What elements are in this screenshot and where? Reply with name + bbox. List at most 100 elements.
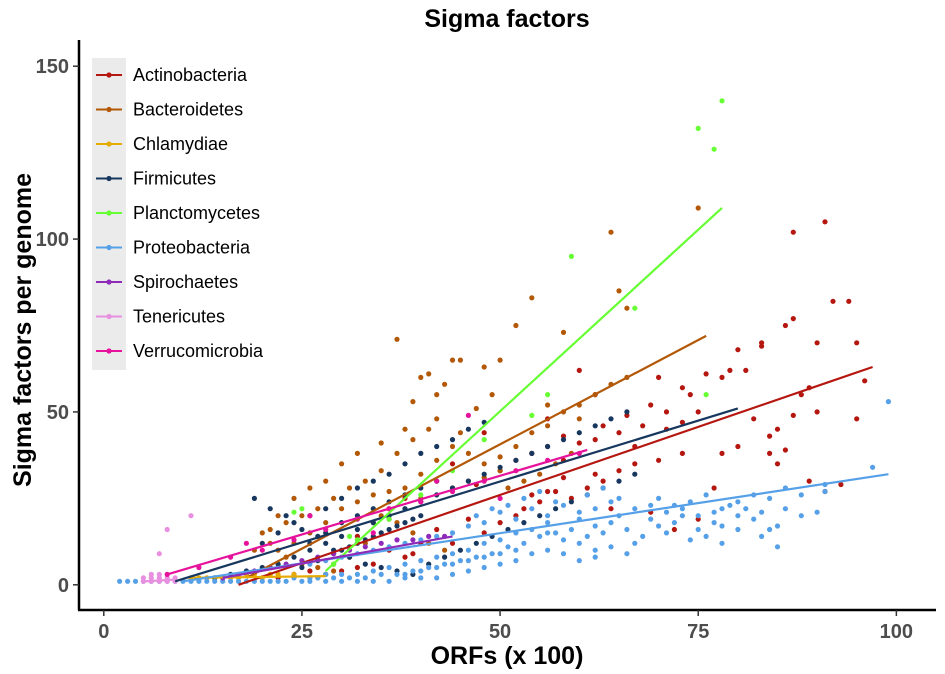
actinobacteria-point <box>719 450 725 456</box>
proteobacteria-point <box>473 513 479 519</box>
bacteroidetes-point <box>449 357 456 363</box>
proteobacteria-legend-point <box>106 244 112 251</box>
bacteroidetes-point <box>545 423 551 429</box>
proteobacteria-point <box>275 578 281 584</box>
proteobacteria-point <box>568 526 575 533</box>
y-ticks: 0 50 100 150 <box>36 56 79 597</box>
actinobacteria-point <box>545 488 551 495</box>
proteobacteria-point <box>687 537 693 543</box>
firmicutes-point <box>449 437 456 443</box>
proteobacteria-point <box>299 578 305 584</box>
bacteroidetes-legend-label: Bacteroidetes <box>133 100 243 120</box>
verrucomicrobia-point <box>434 478 440 484</box>
bacteroidetes-point <box>560 329 567 335</box>
proteobacteria-point <box>870 464 876 470</box>
bacteroidetes-point <box>529 430 535 436</box>
bacteroidetes-point <box>410 530 416 536</box>
firmicutes-point <box>291 554 297 560</box>
proteobacteria-point <box>608 499 614 505</box>
proteobacteria-point <box>648 516 654 522</box>
bacteroidetes-point <box>299 513 305 519</box>
proteobacteria-point <box>132 578 139 584</box>
actinobacteria-point <box>830 298 836 304</box>
actinobacteria-fit-line <box>238 365 873 586</box>
bacteroidetes-point <box>410 399 416 405</box>
firmicutes-point <box>465 426 471 432</box>
proteobacteria-point <box>671 520 678 526</box>
proteobacteria-point <box>323 578 329 584</box>
firmicutes-point <box>402 461 408 467</box>
bacteroidetes-point <box>410 437 416 443</box>
verrucomicrobia-point <box>307 513 313 519</box>
bacteroidetes-point <box>473 405 479 412</box>
verrucomicrobia-legend-label: Verrucomicrobia <box>133 341 264 361</box>
actinobacteria-point <box>790 412 796 418</box>
bacteroidetes-point <box>283 520 289 526</box>
y-tick-label: 150 <box>36 56 69 78</box>
proteobacteria-point <box>212 578 218 584</box>
actinobacteria-point <box>632 461 638 467</box>
firmicutes-legend-point <box>106 175 112 182</box>
bacteroidetes-point <box>426 371 432 377</box>
proteobacteria-point <box>481 564 487 571</box>
firmicutes-point <box>386 471 392 477</box>
proteobacteria-point <box>592 547 598 553</box>
proteobacteria-point <box>695 526 701 533</box>
firmicutes-point <box>267 506 273 512</box>
proteobacteria-point <box>545 513 551 519</box>
proteobacteria-point <box>497 561 503 567</box>
firmicutes-point <box>354 485 360 491</box>
actinobacteria-point <box>767 433 773 439</box>
proteobacteria-point <box>735 513 741 519</box>
proteobacteria-point <box>449 551 456 557</box>
firmicutes-point <box>354 526 360 533</box>
spirochaetes-legend-point <box>106 279 112 285</box>
firmicutes-point <box>283 513 289 519</box>
proteobacteria-point <box>267 578 273 584</box>
proteobacteria-point <box>545 520 551 526</box>
proteobacteria-point <box>735 499 741 505</box>
proteobacteria-point <box>774 544 781 550</box>
proteobacteria-point <box>434 564 440 571</box>
verrucomicrobia-point <box>465 412 471 418</box>
proteobacteria-point <box>632 540 638 546</box>
actinobacteria-point <box>782 447 789 453</box>
proteobacteria-point <box>418 568 424 574</box>
tenericutes-legend-point <box>106 313 112 320</box>
y-tick-label: 50 <box>47 402 69 424</box>
firmicutes-point <box>370 478 376 484</box>
proteobacteria-point <box>584 533 590 540</box>
proteobacteria-point <box>648 502 654 508</box>
proteobacteria-point <box>481 540 487 546</box>
proteobacteria-point <box>394 571 400 578</box>
bacteroidetes-point <box>449 443 456 450</box>
proteobacteria-point <box>576 509 582 515</box>
verrucomicrobia-point <box>259 547 265 553</box>
proteobacteria-point <box>608 520 614 526</box>
bacteroidetes-point <box>481 461 487 467</box>
verrucomicrobia-point <box>243 540 249 546</box>
actinobacteria-point <box>767 450 773 456</box>
proteobacteria-point <box>695 513 701 519</box>
firmicutes-point <box>418 450 424 456</box>
planctomycetes-point <box>299 506 305 512</box>
chart-title: Sigma factors <box>424 5 589 33</box>
bacteroidetes-point <box>307 485 313 491</box>
actinobacteria-point <box>790 229 796 235</box>
proteobacteria-point <box>553 530 559 536</box>
bacteroidetes-point <box>497 357 503 363</box>
bacteroidetes-point <box>323 478 329 484</box>
actinobacteria-point <box>640 423 646 429</box>
bacteroidetes-point <box>315 506 321 512</box>
actinobacteria-point <box>449 540 456 546</box>
proteobacteria-point <box>386 564 392 571</box>
proteobacteria-point <box>743 506 749 512</box>
proteobacteria-point <box>767 526 773 533</box>
firmicutes-point <box>394 523 400 529</box>
proteobacteria-point <box>418 558 424 564</box>
firmicutes-point <box>608 416 614 422</box>
proteobacteria-point <box>442 561 448 567</box>
actinobacteria-point <box>410 551 416 557</box>
bacteroidetes-point <box>291 495 297 501</box>
bacteroidetes-point <box>545 402 551 408</box>
